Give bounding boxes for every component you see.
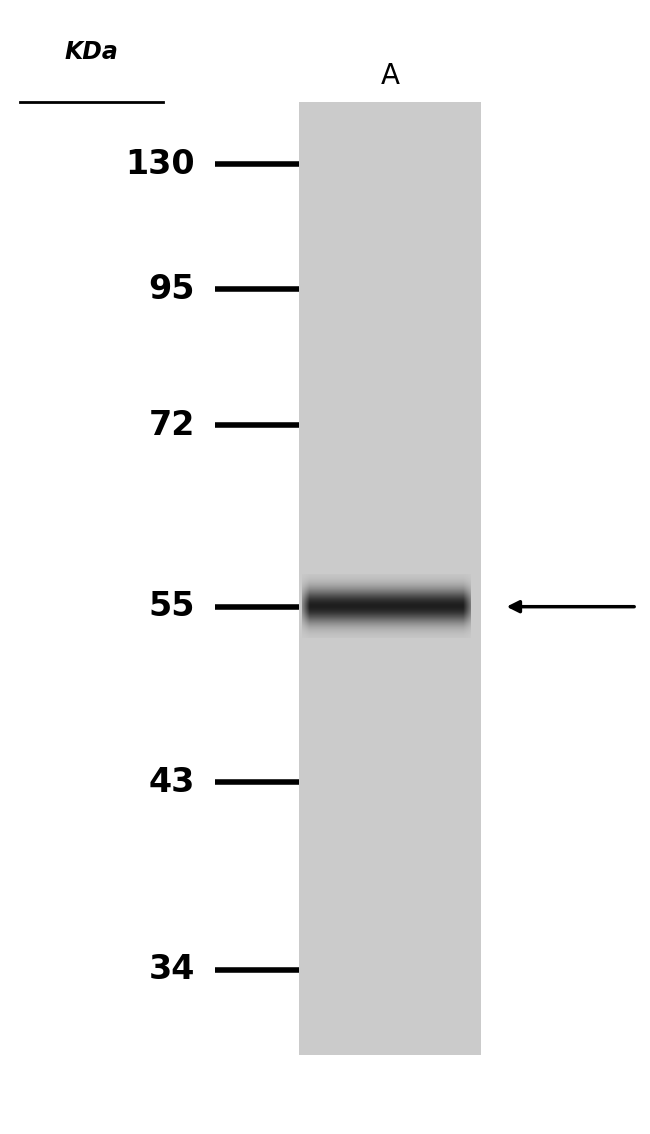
Text: 34: 34 [149,953,195,987]
Text: 43: 43 [149,765,195,799]
Bar [299,102,481,1055]
Text: 130: 130 [125,147,195,181]
Text: 72: 72 [149,408,195,442]
Text: A: A [380,62,400,91]
Text: 55: 55 [148,590,195,624]
Text: KDa: KDa [64,40,118,64]
Text: 95: 95 [148,272,195,306]
